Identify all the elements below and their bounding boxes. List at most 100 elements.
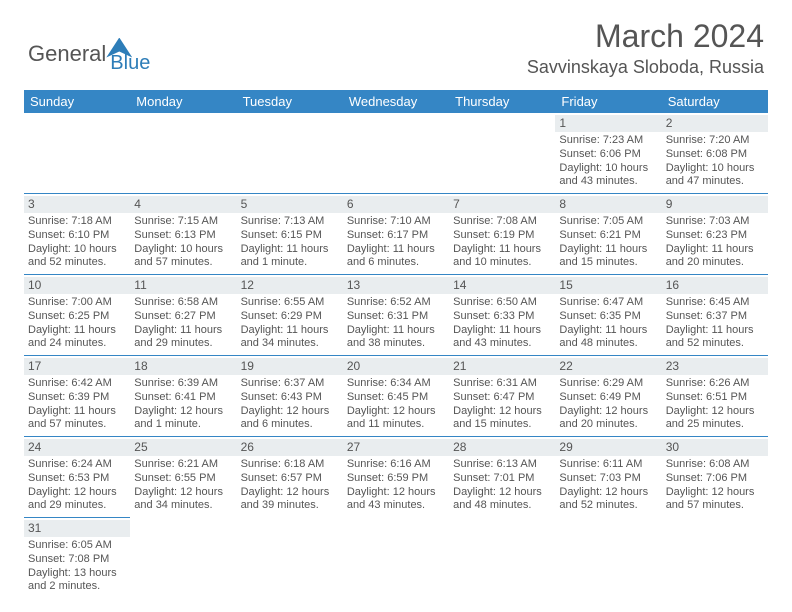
day-info: Sunrise: 6:45 AMSunset: 6:37 PMDaylight:… bbox=[666, 296, 764, 351]
day-info: Sunrise: 6:34 AMSunset: 6:45 PMDaylight:… bbox=[347, 377, 445, 432]
weekday-header-row: Sunday Monday Tuesday Wednesday Thursday… bbox=[24, 90, 768, 113]
daylight-text: Daylight: 12 hours and 11 minutes. bbox=[347, 405, 445, 433]
daylight-text: Daylight: 11 hours and 24 minutes. bbox=[28, 324, 126, 352]
sunset-text: Sunset: 6:27 PM bbox=[134, 310, 232, 324]
daylight-text: Daylight: 12 hours and 1 minute. bbox=[134, 405, 232, 433]
daylight-text: Daylight: 10 hours and 43 minutes. bbox=[559, 162, 657, 190]
day-number: 19 bbox=[237, 358, 343, 375]
day-info: Sunrise: 6:50 AMSunset: 6:33 PMDaylight:… bbox=[453, 296, 551, 351]
sunset-text: Sunset: 6:37 PM bbox=[666, 310, 764, 324]
daylight-text: Daylight: 10 hours and 52 minutes. bbox=[28, 243, 126, 271]
sunset-text: Sunset: 7:01 PM bbox=[453, 472, 551, 486]
sunrise-text: Sunrise: 6:34 AM bbox=[347, 377, 445, 391]
calendar-cell bbox=[449, 113, 555, 194]
title-block: March 2024 Savvinskaya Sloboda, Russia bbox=[527, 18, 764, 78]
day-info: Sunrise: 6:21 AMSunset: 6:55 PMDaylight:… bbox=[134, 458, 232, 513]
calendar-cell bbox=[343, 518, 449, 599]
day-info: Sunrise: 7:13 AMSunset: 6:15 PMDaylight:… bbox=[241, 215, 339, 270]
calendar-cell bbox=[130, 518, 236, 599]
calendar-row: 3Sunrise: 7:18 AMSunset: 6:10 PMDaylight… bbox=[24, 194, 768, 275]
calendar-cell: 23Sunrise: 6:26 AMSunset: 6:51 PMDayligh… bbox=[662, 356, 768, 437]
calendar-cell: 14Sunrise: 6:50 AMSunset: 6:33 PMDayligh… bbox=[449, 275, 555, 356]
sunset-text: Sunset: 6:25 PM bbox=[28, 310, 126, 324]
sunrise-text: Sunrise: 6:13 AM bbox=[453, 458, 551, 472]
day-number: 21 bbox=[449, 358, 555, 375]
day-info: Sunrise: 6:13 AMSunset: 7:01 PMDaylight:… bbox=[453, 458, 551, 513]
sunset-text: Sunset: 6:17 PM bbox=[347, 229, 445, 243]
sunrise-text: Sunrise: 6:29 AM bbox=[559, 377, 657, 391]
sunrise-text: Sunrise: 6:58 AM bbox=[134, 296, 232, 310]
daylight-text: Daylight: 11 hours and 10 minutes. bbox=[453, 243, 551, 271]
calendar-cell: 18 Sunrise: 6:39 AMSunset: 6:41 PMDayligh… bbox=[130, 356, 236, 437]
sunrise-text: Sunrise: 7:18 AM bbox=[28, 215, 126, 229]
day-number: 27 bbox=[343, 439, 449, 456]
daylight-text: Daylight: 12 hours and 29 minutes. bbox=[28, 486, 126, 514]
daylight-text: Daylight: 11 hours and 20 minutes. bbox=[666, 243, 764, 271]
calendar-table: Sunday Monday Tuesday Wednesday Thursday… bbox=[24, 90, 768, 598]
day-info: Sunrise: 6:05 AMSunset: 7:08 PMDaylight:… bbox=[28, 539, 126, 594]
sunrise-text: Sunrise: 6:55 AM bbox=[241, 296, 339, 310]
day-info: Sunrise: 7:00 AMSunset: 6:25 PMDaylight:… bbox=[28, 296, 126, 351]
day-number: 18 bbox=[130, 358, 236, 375]
day-info: Sunrise: 6:11 AMSunset: 7:03 PMDaylight:… bbox=[559, 458, 657, 513]
day-number: 29 bbox=[555, 439, 661, 456]
weekday-header: Thursday bbox=[449, 90, 555, 113]
day-info: Sunrise: 7:08 AMSunset: 6:19 PMDaylight:… bbox=[453, 215, 551, 270]
day-number: 25 bbox=[130, 439, 236, 456]
sunset-text: Sunset: 6:49 PM bbox=[559, 391, 657, 405]
calendar-cell bbox=[449, 518, 555, 599]
sunset-text: Sunset: 6:13 PM bbox=[134, 229, 232, 243]
calendar-cell bbox=[130, 113, 236, 194]
sunset-text: Sunset: 6:21 PM bbox=[559, 229, 657, 243]
calendar-cell: 9Sunrise: 7:03 AMSunset: 6:23 PMDaylight… bbox=[662, 194, 768, 275]
sunset-text: Sunset: 7:06 PM bbox=[666, 472, 764, 486]
sunrise-text: Sunrise: 6:39 AM bbox=[134, 377, 232, 391]
day-number: 28 bbox=[449, 439, 555, 456]
calendar-cell bbox=[237, 518, 343, 599]
calendar-cell: 4Sunrise: 7:15 AMSunset: 6:13 PMDaylight… bbox=[130, 194, 236, 275]
day-info: Sunrise: 6:47 AMSunset: 6:35 PMDaylight:… bbox=[559, 296, 657, 351]
calendar-cell: 3Sunrise: 7:18 AMSunset: 6:10 PMDaylight… bbox=[24, 194, 130, 275]
day-number: 2 bbox=[662, 115, 768, 132]
sunset-text: Sunset: 6:55 PM bbox=[134, 472, 232, 486]
daylight-text: Daylight: 12 hours and 57 minutes. bbox=[666, 486, 764, 514]
day-number: 26 bbox=[237, 439, 343, 456]
day-number: 23 bbox=[662, 358, 768, 375]
sunset-text: Sunset: 6:41 PM bbox=[134, 391, 232, 405]
sunrise-text: Sunrise: 6:37 AM bbox=[241, 377, 339, 391]
calendar-cell: 28 Sunrise: 6:13 AMSunset: 7:01 PMDayligh… bbox=[449, 437, 555, 518]
calendar-cell: 26Sunrise: 6:18 AMSunset: 6:57 PMDayligh… bbox=[237, 437, 343, 518]
calendar-cell: 13Sunrise: 6:52 AMSunset: 6:31 PMDayligh… bbox=[343, 275, 449, 356]
sunset-text: Sunset: 7:03 PM bbox=[559, 472, 657, 486]
calendar-row: 31Sunrise: 6:05 AMSunset: 7:08 PMDayligh… bbox=[24, 518, 768, 599]
day-info: Sunrise: 7:18 AMSunset: 6:10 PMDaylight:… bbox=[28, 215, 126, 270]
sunrise-text: Sunrise: 7:20 AM bbox=[666, 134, 764, 148]
calendar-cell: 24Sunrise: 6:24 AMSunset: 6:53 PMDayligh… bbox=[24, 437, 130, 518]
calendar-row: 1Sunrise: 7:23 AMSunset: 6:06 PMDaylight… bbox=[24, 113, 768, 194]
sunrise-text: Sunrise: 7:05 AM bbox=[559, 215, 657, 229]
calendar-cell: 15Sunrise: 6:47 AMSunset: 6:35 PMDayligh… bbox=[555, 275, 661, 356]
weekday-header: Tuesday bbox=[237, 90, 343, 113]
calendar-cell: 10Sunrise: 7:00 AMSunset: 6:25 PMDayligh… bbox=[24, 275, 130, 356]
daylight-text: Daylight: 11 hours and 29 minutes. bbox=[134, 324, 232, 352]
daylight-text: Daylight: 12 hours and 43 minutes. bbox=[347, 486, 445, 514]
daylight-text: Daylight: 12 hours and 15 minutes. bbox=[453, 405, 551, 433]
calendar-cell: 11Sunrise: 6:58 AMSunset: 6:27 PMDayligh… bbox=[130, 275, 236, 356]
calendar-cell: 16 Sunrise: 6:45 AMSunset: 6:37 PMDayligh… bbox=[662, 275, 768, 356]
day-number: 1 bbox=[555, 115, 661, 132]
sunrise-text: Sunrise: 7:15 AM bbox=[134, 215, 232, 229]
sunset-text: Sunset: 6:45 PM bbox=[347, 391, 445, 405]
day-number: 9 bbox=[662, 196, 768, 213]
sunrise-text: Sunrise: 6:05 AM bbox=[28, 539, 126, 553]
sunrise-text: Sunrise: 6:50 AM bbox=[453, 296, 551, 310]
daylight-text: Daylight: 12 hours and 25 minutes. bbox=[666, 405, 764, 433]
day-info: Sunrise: 7:10 AMSunset: 6:17 PMDaylight:… bbox=[347, 215, 445, 270]
calendar-row: 24Sunrise: 6:24 AMSunset: 6:53 PMDayligh… bbox=[24, 437, 768, 518]
day-number: 16 bbox=[662, 277, 768, 294]
daylight-text: Daylight: 12 hours and 20 minutes. bbox=[559, 405, 657, 433]
day-info: Sunrise: 6:16 AMSunset: 6:59 PMDaylight:… bbox=[347, 458, 445, 513]
brand-part1: General bbox=[28, 41, 106, 67]
daylight-text: Daylight: 11 hours and 1 minute. bbox=[241, 243, 339, 271]
daylight-text: Daylight: 11 hours and 43 minutes. bbox=[453, 324, 551, 352]
day-info: Sunrise: 6:55 AMSunset: 6:29 PMDaylight:… bbox=[241, 296, 339, 351]
